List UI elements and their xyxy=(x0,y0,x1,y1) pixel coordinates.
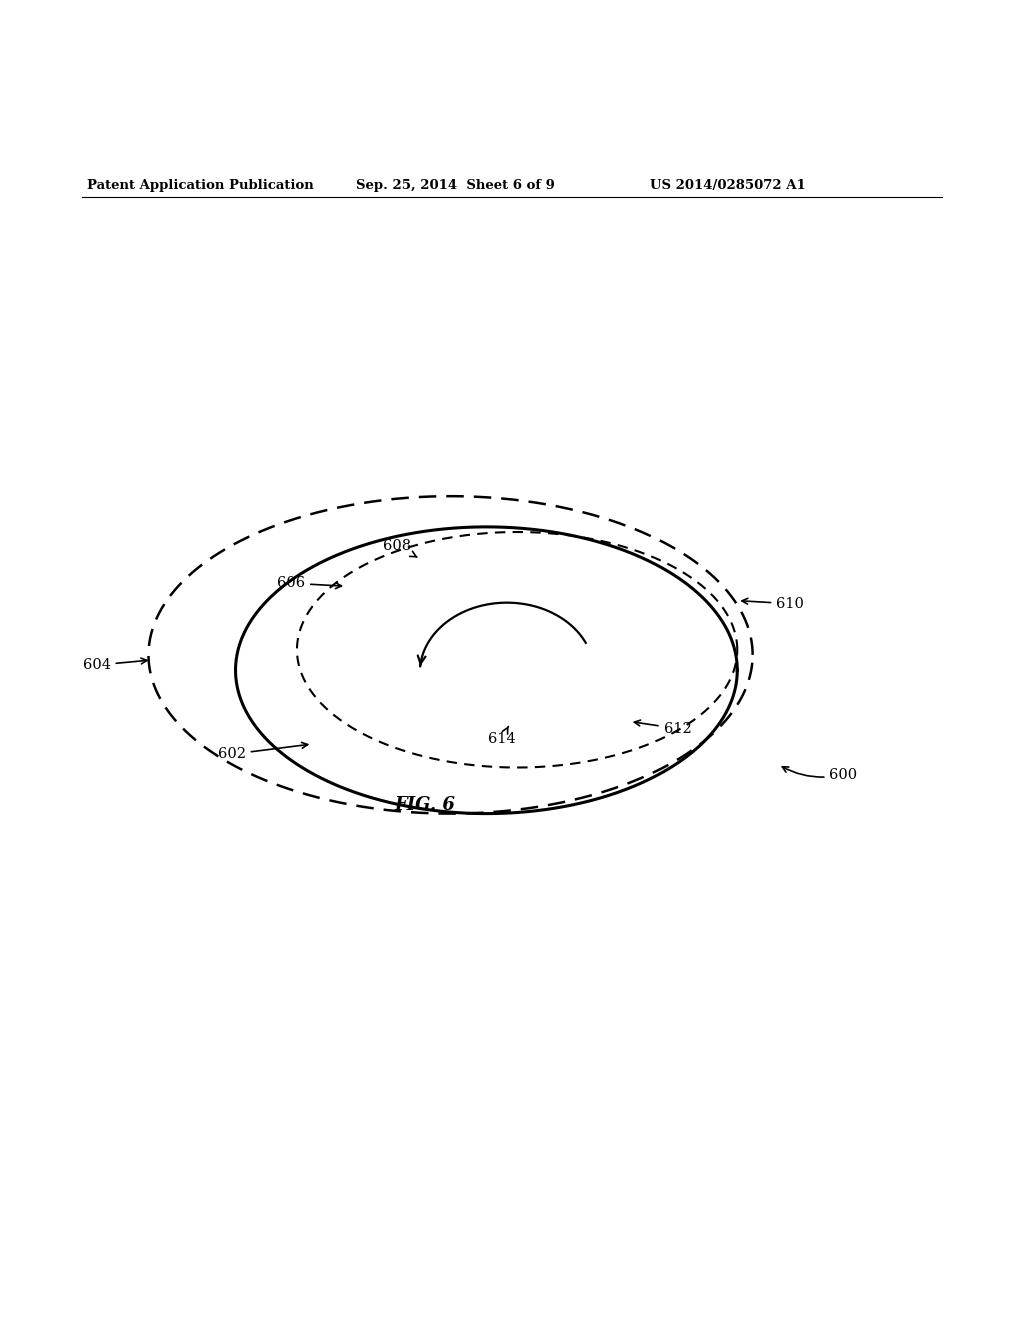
Text: US 2014/0285072 A1: US 2014/0285072 A1 xyxy=(650,180,806,193)
Text: 610: 610 xyxy=(742,597,804,611)
Text: FIG. 6: FIG. 6 xyxy=(394,796,456,814)
Text: 602: 602 xyxy=(218,742,308,762)
Text: 606: 606 xyxy=(278,577,341,590)
Text: 614: 614 xyxy=(487,726,516,746)
Text: 608: 608 xyxy=(383,539,417,557)
Text: 600: 600 xyxy=(782,767,857,781)
Text: Sep. 25, 2014  Sheet 6 of 9: Sep. 25, 2014 Sheet 6 of 9 xyxy=(356,180,555,193)
Text: Patent Application Publication: Patent Application Publication xyxy=(87,180,313,193)
Text: 604: 604 xyxy=(83,659,146,672)
Text: 612: 612 xyxy=(634,721,691,735)
